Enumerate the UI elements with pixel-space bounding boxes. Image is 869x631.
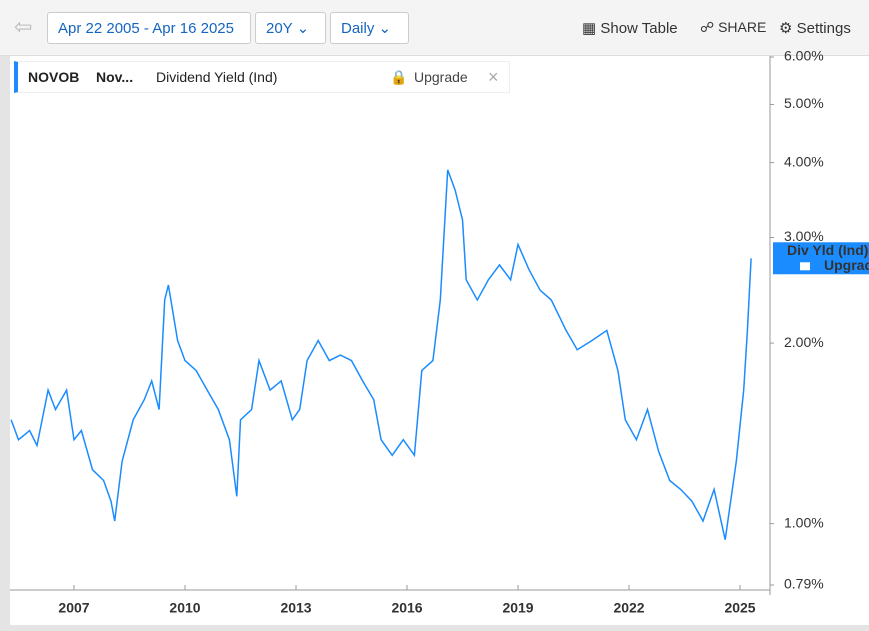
last-tag-label: Div Yld (Ind) [787,242,868,258]
settings[interactable]: ⚙ Settings [779,20,851,37]
x-tick-label: 2016 [391,600,422,616]
y-tick-label: 3.00% [784,228,824,244]
legend-metric: Dividend Yield (Ind) [156,69,278,85]
bottom-border [0,625,869,631]
x-tick-label: 2019 [502,600,533,616]
y-tick-label: 0.79% [784,576,824,592]
legend-name: Nov... [96,69,134,85]
legend: NOVOB Nov... Dividend Yield (Ind) 🔒 Upgr… [14,61,510,93]
y-tick-label: 6.00% [784,48,824,64]
last-value-tag [773,242,869,275]
back-icon[interactable]: ⇦ [14,14,33,39]
series-line [10,169,752,540]
date-range[interactable]: Apr 22 2005 - Apr 16 2025 [47,12,251,44]
x-tick-label: 2010 [169,600,200,616]
x-tick-label: 2013 [280,600,311,616]
legend-lock: 🔒 [390,69,408,85]
x-tick-label: 2007 [58,600,89,616]
legend-close[interactable]: × [488,67,499,87]
last-tag-upgrade: Upgrade [824,257,869,273]
show-table-text: Show Table [600,20,678,37]
share[interactable]: ☍ SHARE [700,19,767,35]
frequency-text: Daily [341,20,375,37]
legend-upgrade[interactable]: Upgrade [414,69,468,85]
x-tick-label: 2025 [724,600,755,616]
last-tag-lock [800,262,810,271]
left-border [0,56,10,631]
legend-ticker: NOVOB [28,69,80,85]
y-tick-label: 1.00% [784,514,824,530]
show-table[interactable]: ▦ Show Table [582,20,678,37]
period-text: 20Y [266,20,293,37]
y-tick-label: 4.00% [784,153,824,169]
share-text: SHARE [718,19,767,35]
y-tick-label: 5.00% [784,95,824,111]
settings-text: Settings [796,20,851,37]
period[interactable]: 20Y ⌄ [255,12,326,44]
frequency[interactable]: Daily ⌄ [330,12,409,44]
y-tick-label: 2.00% [784,334,824,350]
toolbar: ⇦ Apr 22 2005 - Apr 16 2025 20Y ⌄ Daily … [0,0,869,56]
x-tick-label: 2022 [613,600,644,616]
